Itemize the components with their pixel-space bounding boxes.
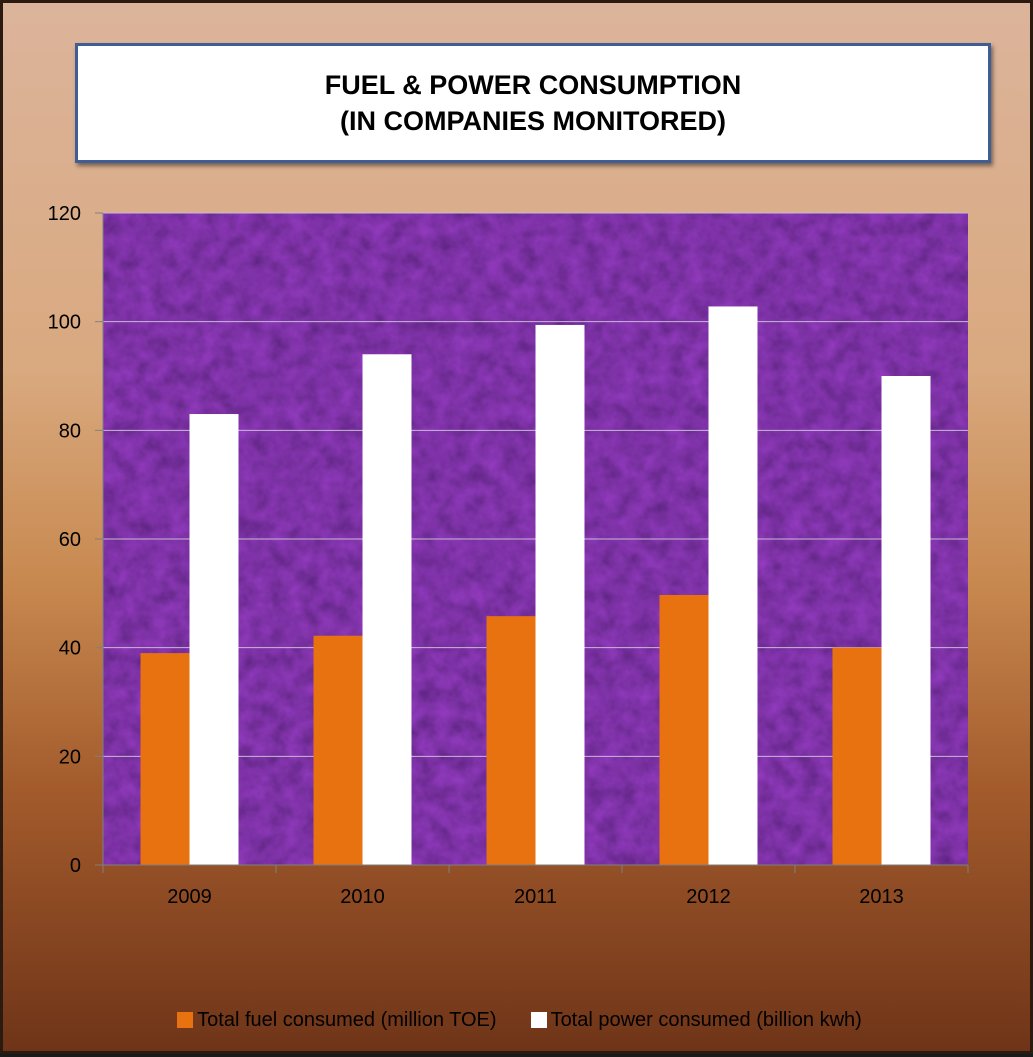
chart-title-line-1: FUEL & POWER CONSUMPTION (324, 70, 742, 100)
x-tick-label: 2009 (167, 886, 212, 908)
axes (102, 213, 969, 873)
y-tick-label: 120 (48, 203, 81, 225)
x-tick-label: 2013 (859, 886, 904, 908)
x-tick-label: 2011 (514, 886, 557, 908)
bar-fuel-2011 (486, 616, 536, 865)
chart-title-box: FUEL & POWER CONSUMPTION (IN COMPANIES M… (75, 43, 991, 163)
bar-fuel-2013 (832, 647, 882, 865)
legend-swatch-fuel (177, 1012, 194, 1028)
chart-canvas: 0 20 40 60 80 100 120 2009 2010 2011 2012 2013 (48, 203, 969, 908)
y-tick-label: 0 (70, 855, 81, 877)
x-tick-label: 2010 (340, 886, 385, 908)
bar-fuel-2012 (659, 594, 709, 865)
chart-title-line-2: (IN COMPANIES MONITORED) (339, 106, 726, 136)
y-tick-label: 20 (59, 746, 81, 768)
legend: Total fuel consumed (million TOE) Total … (3, 1005, 1033, 1035)
bar-power-2012 (708, 306, 758, 865)
x-tick-labels: 2009 2010 2011 2012 2013 (167, 886, 904, 908)
y-tick-label: 40 (59, 638, 81, 660)
y-tick-label: 80 (59, 420, 81, 442)
y-tick-label: 100 (48, 312, 81, 334)
bar-power-2013 (881, 376, 931, 865)
y-tick-labels: 0 20 40 60 80 100 120 (48, 203, 81, 877)
bars (140, 306, 931, 866)
legend-item-fuel: Total fuel consumed (million TOE) (177, 1008, 497, 1032)
bar-power-2011 (535, 324, 585, 866)
legend-label-fuel: Total fuel consumed (million TOE) (197, 1008, 497, 1031)
y-tick-label: 60 (59, 529, 81, 551)
legend-item-power: Total power consumed (billion kwh) (530, 1008, 862, 1032)
bar-power-2009 (189, 414, 239, 865)
x-tick-label: 2012 (686, 886, 731, 908)
bar-power-2010 (362, 354, 412, 865)
legend-label-power: Total power consumed (billion kwh) (550, 1008, 862, 1031)
bar-fuel-2010 (313, 635, 363, 865)
bar-fuel-2009 (140, 653, 190, 865)
legend-swatch-power (530, 1012, 547, 1028)
